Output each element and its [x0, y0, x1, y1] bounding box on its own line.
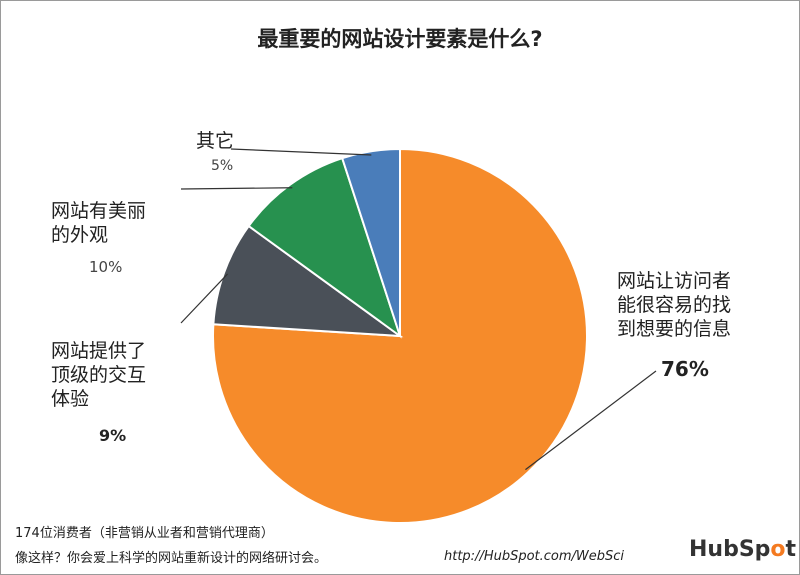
leader-line-0 — [525, 370, 657, 471]
footnote-sample: 174位消费者（非营销从业者和营销代理商） — [15, 526, 274, 541]
pie-slice-1 — [212, 224, 404, 338]
label-line: 体验 — [51, 388, 90, 410]
footnote-webinar: 像这样？你会爱上科学的网站重新设计的网络研讨会。 — [15, 551, 328, 566]
label-line: 的外观 — [51, 224, 109, 246]
label-line: 能很容易的找 — [617, 294, 732, 316]
label-gray: 网站提供了 顶级的交互 体验 — [51, 339, 146, 411]
hubspot-logo: HubSpot — [689, 537, 797, 562]
label-line: 到想要的信息 — [617, 318, 732, 340]
label-line: 网站让访问者 — [617, 270, 732, 292]
pie-slice-3 — [340, 147, 401, 337]
leader-line-2 — [180, 187, 293, 190]
value-orange: 76% — [661, 357, 709, 381]
value-green: 10% — [89, 258, 123, 276]
label-line: 顶级的交互 — [51, 364, 147, 386]
label-line: 网站有美丽 — [51, 200, 147, 222]
leader-line-1 — [180, 273, 229, 324]
pie-slice-2 — [247, 156, 402, 339]
label-green: 网站有美丽 的外观 — [51, 199, 146, 247]
label-line: 网站提供了 — [51, 340, 147, 362]
label-orange: 网站让访问者 能很容易的找 到想要的信息 — [617, 269, 731, 341]
chart-title: 最重要的网站设计要素是什么? — [257, 27, 543, 51]
source-link[interactable]: http://HubSpot.com/WebSci — [444, 549, 625, 564]
value-gray: 9% — [99, 426, 127, 445]
label-blue: 其它 — [196, 129, 234, 153]
value-blue: 5% — [211, 158, 234, 174]
label-line: 其它 — [196, 130, 235, 152]
leader-line-3 — [230, 148, 372, 156]
